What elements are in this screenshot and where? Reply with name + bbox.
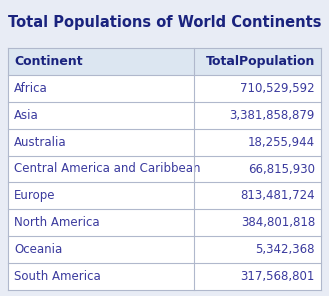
Text: Central America and Caribbean: Central America and Caribbean (14, 163, 200, 176)
Text: TotalPopulation: TotalPopulation (206, 55, 315, 68)
Text: South America: South America (14, 270, 101, 283)
Text: 317,568,801: 317,568,801 (240, 270, 315, 283)
Text: North America: North America (14, 216, 100, 229)
Text: Africa: Africa (14, 82, 48, 95)
Text: Continent: Continent (14, 55, 83, 68)
Text: 18,255,944: 18,255,944 (248, 136, 315, 149)
Bar (8, 263, 321, 290)
Text: Europe: Europe (14, 189, 56, 202)
Bar (8, 129, 321, 156)
Text: 5,342,368: 5,342,368 (256, 243, 315, 256)
Bar (8, 75, 321, 102)
Text: 710,529,592: 710,529,592 (240, 82, 315, 95)
Bar (8, 48, 321, 75)
Bar (8, 209, 321, 236)
Text: Total Populations of World Continents: Total Populations of World Continents (8, 15, 321, 30)
Bar (8, 156, 321, 182)
Text: Oceania: Oceania (14, 243, 62, 256)
Text: Australia: Australia (14, 136, 67, 149)
Text: 384,801,818: 384,801,818 (241, 216, 315, 229)
Bar (8, 182, 321, 209)
Text: 3,381,858,879: 3,381,858,879 (230, 109, 315, 122)
Text: 813,481,724: 813,481,724 (240, 189, 315, 202)
Text: 66,815,930: 66,815,930 (248, 163, 315, 176)
Bar (8, 236, 321, 263)
Text: Asia: Asia (14, 109, 39, 122)
Bar (8, 102, 321, 129)
